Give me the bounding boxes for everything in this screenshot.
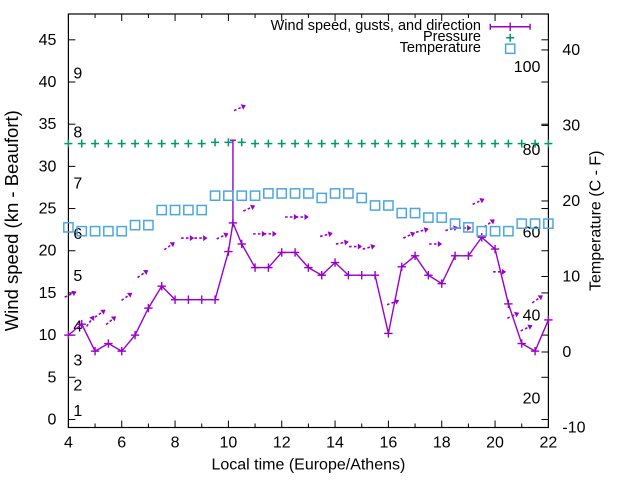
svg-text:16: 16 [380, 435, 398, 452]
svg-text:6: 6 [73, 226, 82, 243]
svg-text:9: 9 [73, 66, 82, 83]
svg-text:12: 12 [273, 435, 291, 452]
svg-text:5: 5 [73, 268, 82, 285]
svg-text:20: 20 [39, 243, 57, 260]
svg-text:Temperature: Temperature [400, 40, 481, 56]
svg-text:8: 8 [171, 435, 180, 452]
svg-text:Local time (Europe/Athens): Local time (Europe/Athens) [211, 457, 405, 474]
svg-text:25: 25 [39, 201, 57, 218]
svg-text:40: 40 [562, 42, 580, 59]
svg-text:60: 60 [523, 225, 541, 242]
svg-text:-10: -10 [562, 420, 585, 437]
svg-text:30: 30 [562, 117, 580, 134]
svg-text:10: 10 [220, 435, 238, 452]
svg-text:18: 18 [433, 435, 451, 452]
svg-text:20: 20 [562, 193, 580, 210]
svg-text:40: 40 [523, 308, 541, 325]
svg-text:40: 40 [39, 74, 57, 91]
svg-text:0: 0 [47, 411, 56, 428]
svg-text:0: 0 [562, 344, 571, 361]
svg-text:35: 35 [39, 116, 57, 133]
svg-text:15: 15 [39, 285, 57, 302]
svg-text:2: 2 [73, 378, 82, 395]
svg-text:30: 30 [39, 158, 57, 175]
svg-text:20: 20 [486, 435, 504, 452]
svg-text:14: 14 [326, 435, 344, 452]
svg-text:100: 100 [514, 59, 541, 76]
svg-text:22: 22 [540, 435, 558, 452]
svg-text:7: 7 [73, 175, 82, 192]
svg-text:Temperature (C - F): Temperature (C - F) [587, 151, 604, 291]
svg-text:10: 10 [562, 268, 580, 285]
svg-text:4: 4 [64, 435, 73, 452]
svg-text:3: 3 [73, 352, 82, 369]
svg-text:20: 20 [523, 391, 541, 408]
svg-text:5: 5 [47, 369, 56, 386]
svg-text:80: 80 [523, 142, 541, 159]
svg-text:1: 1 [73, 403, 82, 420]
svg-text:6: 6 [117, 435, 126, 452]
svg-text:45: 45 [39, 32, 57, 49]
svg-text:Wind speed (kn - Beaufort): Wind speed (kn - Beaufort) [1, 110, 22, 331]
svg-text:8: 8 [73, 125, 82, 142]
svg-text:10: 10 [39, 327, 57, 344]
